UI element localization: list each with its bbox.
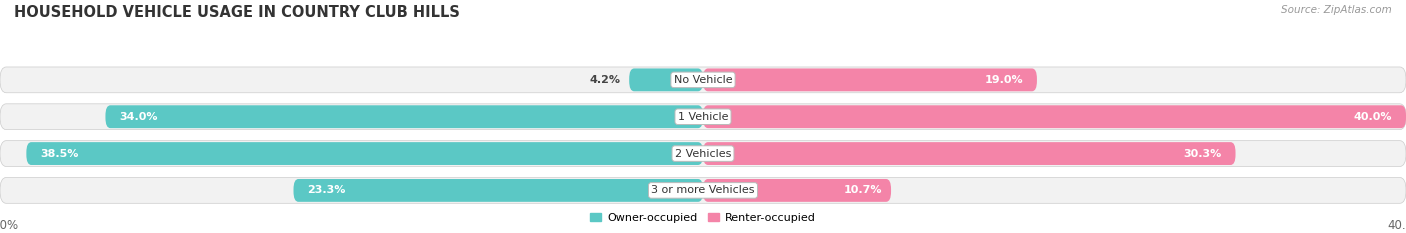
- Text: Source: ZipAtlas.com: Source: ZipAtlas.com: [1281, 5, 1392, 15]
- Text: 4.2%: 4.2%: [589, 75, 620, 85]
- FancyBboxPatch shape: [0, 178, 1406, 203]
- Text: 30.3%: 30.3%: [1184, 149, 1222, 159]
- Text: 2 Vehicles: 2 Vehicles: [675, 149, 731, 159]
- FancyBboxPatch shape: [0, 104, 1406, 130]
- Text: 10.7%: 10.7%: [844, 185, 883, 195]
- Legend: Owner-occupied, Renter-occupied: Owner-occupied, Renter-occupied: [586, 209, 820, 227]
- FancyBboxPatch shape: [703, 69, 1038, 91]
- FancyBboxPatch shape: [27, 142, 703, 165]
- Text: 38.5%: 38.5%: [41, 149, 79, 159]
- FancyBboxPatch shape: [0, 67, 1406, 93]
- FancyBboxPatch shape: [703, 142, 1236, 165]
- Text: 23.3%: 23.3%: [308, 185, 346, 195]
- FancyBboxPatch shape: [0, 141, 1406, 166]
- Text: 40.0%: 40.0%: [1354, 112, 1392, 122]
- Text: 1 Vehicle: 1 Vehicle: [678, 112, 728, 122]
- Text: 34.0%: 34.0%: [120, 112, 157, 122]
- Text: No Vehicle: No Vehicle: [673, 75, 733, 85]
- Text: 19.0%: 19.0%: [984, 75, 1024, 85]
- Text: HOUSEHOLD VEHICLE USAGE IN COUNTRY CLUB HILLS: HOUSEHOLD VEHICLE USAGE IN COUNTRY CLUB …: [14, 5, 460, 20]
- Text: 3 or more Vehicles: 3 or more Vehicles: [651, 185, 755, 195]
- FancyBboxPatch shape: [294, 179, 703, 202]
- FancyBboxPatch shape: [630, 69, 703, 91]
- FancyBboxPatch shape: [703, 105, 1406, 128]
- FancyBboxPatch shape: [703, 179, 891, 202]
- FancyBboxPatch shape: [105, 105, 703, 128]
